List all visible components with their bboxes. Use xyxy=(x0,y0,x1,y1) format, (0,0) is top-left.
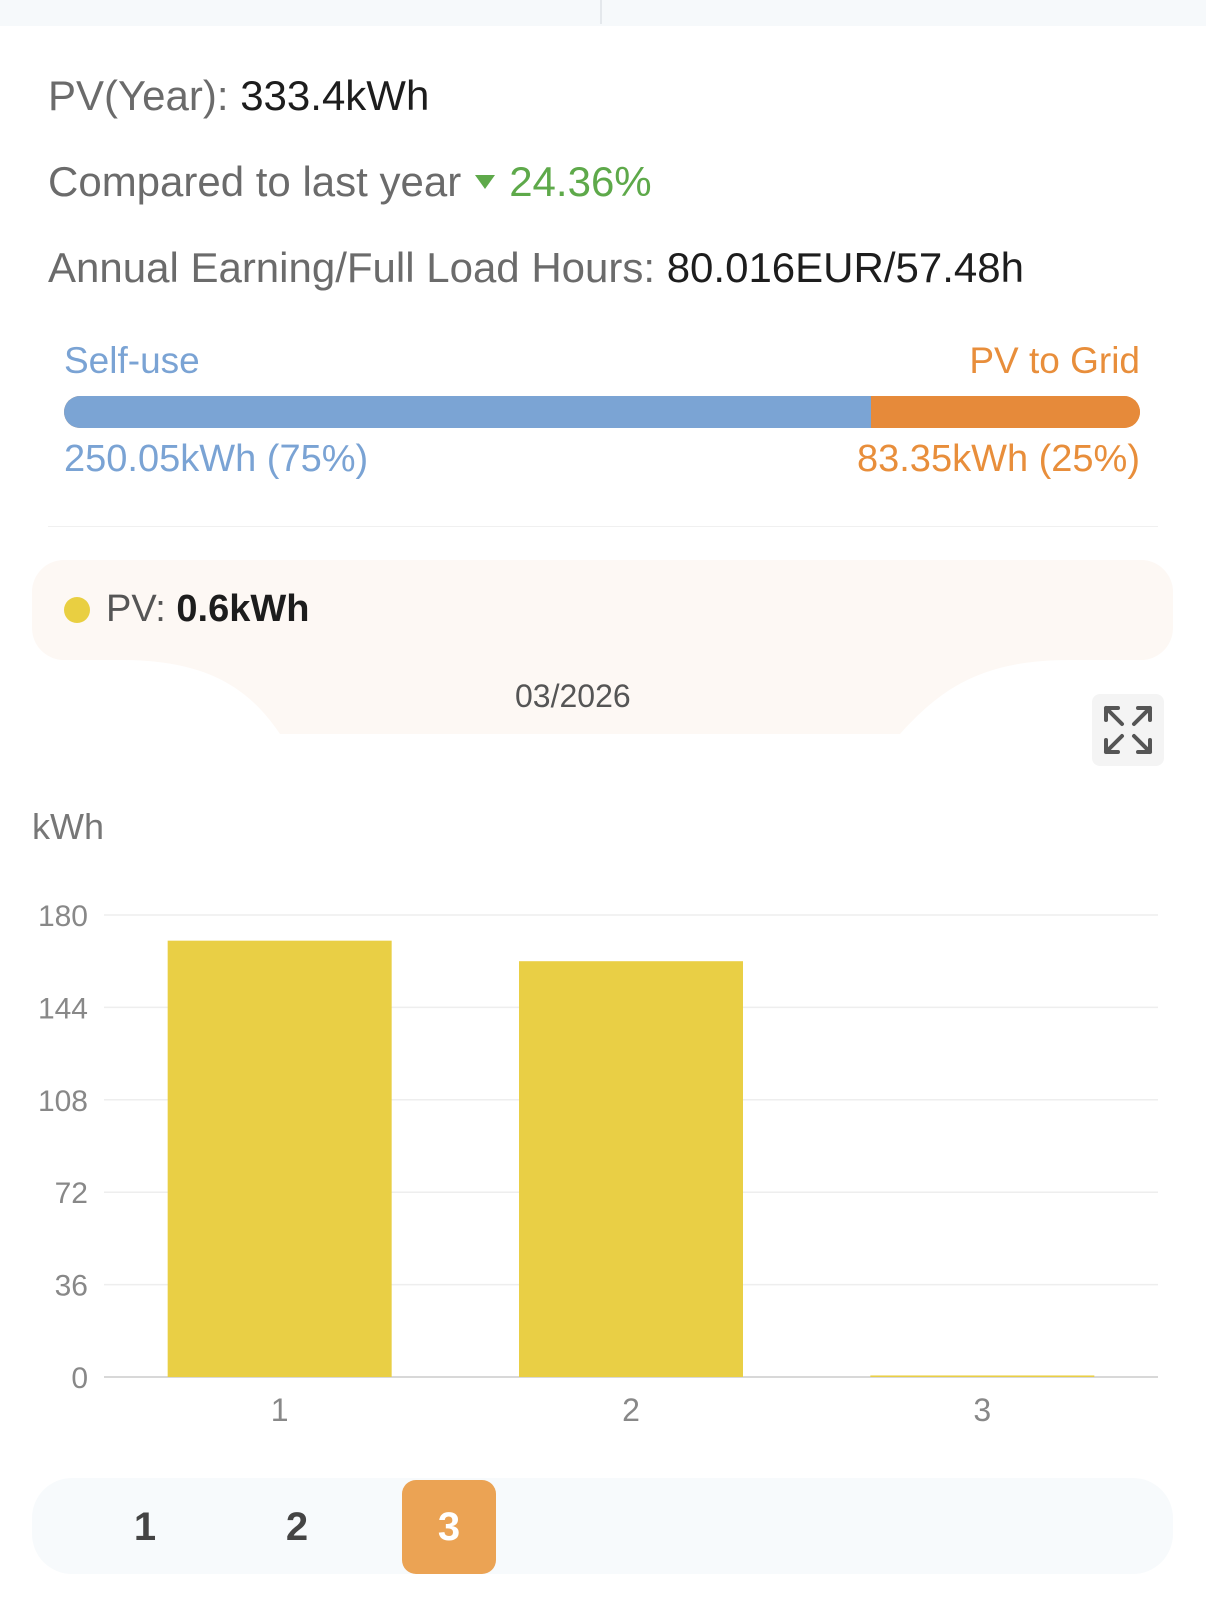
y-tick-label: 72 xyxy=(55,1177,88,1210)
pv-to-grid-value: 83.35kWh (25%) xyxy=(856,438,1140,480)
self-use-value: 250.05kWh (75%) xyxy=(64,438,369,480)
top-strip xyxy=(0,0,1206,26)
pv-bar-chart: 0 36 72 108 144 180 1 2 3 xyxy=(38,900,1158,1428)
tooltip-date-tab xyxy=(120,660,1070,734)
x-tick-label: 3 xyxy=(973,1392,991,1428)
tooltip-text: PV: 0.6kWh xyxy=(106,588,309,631)
expand-button[interactable] xyxy=(1092,694,1164,766)
earning-stat: Annual Earning/Full Load Hours: 80.016EU… xyxy=(48,244,1024,292)
chart-tooltip xyxy=(32,560,1173,660)
tooltip-series-label: PV: xyxy=(106,588,166,630)
x-tick-label: 1 xyxy=(271,1392,289,1428)
pv-to-grid-label: PV to Grid xyxy=(969,340,1140,381)
bar xyxy=(870,1375,1095,1377)
month-tab-2[interactable]: 2 xyxy=(285,1505,309,1549)
tooltip-series-value: 0.6kWh xyxy=(176,588,310,630)
triangle-down-icon xyxy=(475,174,496,189)
grid-bar-segment xyxy=(871,396,1140,428)
expand-arrows-icon xyxy=(1104,706,1152,754)
earning-label: Annual Earning/Full Load Hours: xyxy=(48,244,656,291)
compare-label: Compared to last year xyxy=(48,158,462,205)
pv-year-label: PV(Year): xyxy=(48,72,229,119)
self-use-grid-bar xyxy=(64,396,1140,428)
y-tick-label: 36 xyxy=(55,1270,88,1303)
tooltip-date: 03/2026 xyxy=(515,678,631,714)
y-tick-label: 0 xyxy=(71,1362,88,1395)
pv-year-value: 333.4kWh xyxy=(240,72,430,119)
y-tick-label: 144 xyxy=(38,992,88,1025)
pv-year-stat: PV(Year): 333.4kWh xyxy=(48,72,429,120)
month-tab-1[interactable]: 1 xyxy=(133,1505,157,1549)
compare-value: 24.36% xyxy=(509,158,652,205)
pv-legend-dot xyxy=(64,597,90,623)
y-tick-label: 180 xyxy=(38,900,88,933)
x-tick-label: 2 xyxy=(622,1392,640,1428)
month-tab-3[interactable]: 3 xyxy=(402,1480,496,1574)
self-use-bar-segment xyxy=(64,396,871,428)
earning-value: 80.016EUR/57.48h xyxy=(666,244,1024,291)
y-axis-unit: kWh xyxy=(32,806,104,847)
section-divider xyxy=(48,526,1158,527)
self-use-label: Self-use xyxy=(64,340,200,381)
y-tick-label: 108 xyxy=(38,1085,88,1118)
bar xyxy=(167,940,392,1377)
bar xyxy=(519,961,743,1377)
compare-stat: Compared to last year 24.36% xyxy=(48,158,652,206)
month-tab-bar xyxy=(32,1478,1173,1574)
top-divider xyxy=(600,0,602,24)
